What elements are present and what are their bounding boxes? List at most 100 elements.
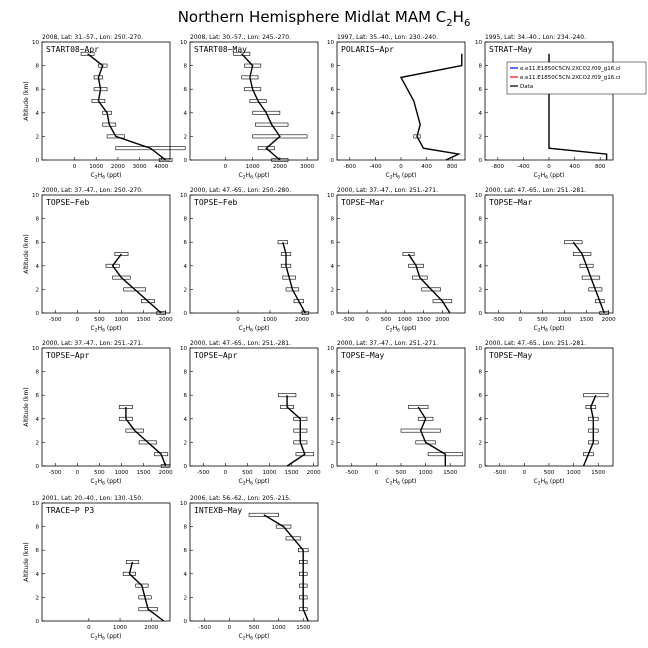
x-axis-label-part: H [541,325,546,332]
campaign-label: TRACE−P P3 [46,506,94,515]
x-tick-label: 3000 [133,164,147,170]
x-tick-label: 2000 [159,470,173,476]
error-box [80,51,95,56]
x-axis-label-part: 6 [250,636,253,642]
plot-frame [484,194,614,314]
plot-frame [189,194,319,314]
y-tick-label: 4 [184,111,188,117]
x-tick-label: 2000 [602,317,616,323]
panel: 2000, Lat: 47.-65., Lon: 251.-281. 0 2 4 6 8 1… [475,187,616,334]
error-box [115,146,186,151]
y-tick-label: 0 [479,158,483,164]
y-tick-label: 6 [36,87,40,93]
error-box [252,110,281,115]
y-tick-label: 4 [36,417,40,423]
x-tick-label: 1000 [557,317,571,323]
y-axis-label: Altitude (km) [23,387,30,426]
y-axis-label: Altitude (km) [23,81,30,120]
x-axis-label-part: H [541,478,546,485]
x-axis-label-part: 6 [250,481,253,487]
y-tick-label: 8 [36,64,40,70]
x-tick-label: 400 [569,164,580,170]
y-tick-label: 6 [479,240,483,246]
profile-line [111,253,162,314]
y-tick-label: 10 [327,193,334,199]
y-tick-label: 8 [36,525,40,531]
x-tick-label: 800 [447,164,458,170]
x-axis-label-part: 2 [390,328,393,334]
legend-label: e.e11.E1850C5CN.2XCO2.f09_g16.ci [520,66,621,72]
x-axis-label-part: C [533,478,537,485]
y-tick-label: 2 [184,595,188,601]
x-axis-label-part: (ppt) [105,478,122,485]
y-tick-label: 0 [36,311,40,317]
y-tick-label: 4 [479,264,483,270]
x-axis-label-part: C [238,325,242,332]
x-axis-label: C2H6 (ppt) [385,325,416,334]
panel: 2008, Lat: 30.-57., Lon: 245.-270. 0 2 4 6 8 1… [180,34,319,181]
x-axis-label-part: (ppt) [105,633,122,640]
x-axis-label: C2H6 (ppt) [90,633,121,642]
panel: 1995, Lat: 34.-40., Lon: 234.-240.024681… [475,34,647,181]
y-tick-label: 10 [32,501,39,507]
plot-frame [41,41,171,161]
y-tick-label: 8 [184,217,188,223]
x-axis-label-part: H [393,325,398,332]
x-tick-label: -800 [492,164,505,170]
y-tick-label: 8 [36,217,40,223]
y-axis-label: Altitude (km) [23,542,30,581]
x-axis-label-part: (ppt) [548,325,565,332]
profile-line [282,242,306,314]
x-tick-label: -500 [49,317,62,323]
error-box [248,512,279,517]
campaign-label: STRAT−May [489,45,533,54]
x-axis-label-part: C [90,633,94,640]
x-axis-label-part: H [393,478,398,485]
y-tick-label: 4 [184,264,188,270]
y-tick-label: 6 [36,393,40,399]
profile-line [263,514,309,622]
legend-label: e.e11.E1850C5CN.2XCO2.f09_g16.ci [520,75,621,81]
x-axis-label: C2H6 (ppt) [533,172,564,181]
error-box [112,275,131,280]
y-tick-label: 4 [331,417,335,423]
y-tick-label: 2 [36,134,40,140]
profile-line [87,53,167,161]
profile-line [128,561,165,622]
y-tick-label: 2 [331,287,335,293]
panel: 2000, Lat: 47.-65., Lon: 251.-281. 0 2 4 6 8 1… [180,340,321,487]
panel: 2001, Lat: 20.-40., Lon: 130.-150.024681… [23,495,171,642]
x-tick-label: 1500 [296,625,310,631]
y-tick-label: 4 [479,111,483,117]
x-axis-label-part: 6 [545,175,548,181]
y-tick-label: 0 [36,158,40,164]
x-axis-label-part: H [98,172,103,179]
x-axis-label-part: C [238,633,242,640]
x-tick-label: 0 [87,625,91,631]
x-axis-label-part: C [238,172,242,179]
x-tick-label: 800 [595,164,606,170]
x-tick-label: 0 [228,625,232,631]
x-axis-label: C2H6 (ppt) [90,325,121,334]
campaign-label: INTEXB−May [194,506,242,515]
x-tick-label: 1000 [262,470,276,476]
y-tick-label: 10 [475,40,482,46]
y-tick-label: 8 [184,525,188,531]
y-tick-label: 10 [475,193,482,199]
y-tick-label: 2 [331,134,335,140]
panel-subtitle: 2000, Lat: 47.-65., Lon: 251.-281. [190,340,291,347]
x-axis-label-part: H [246,325,251,332]
x-tick-label: 500 [381,317,392,323]
x-axis-label-part: 6 [250,328,253,334]
panel: 2000, Lat: 37.-47., Lon: 250.-270. 0 2 4 6 8 1… [23,187,173,334]
panel-subtitle: 2000, Lat: 37.-47., Lon: 251.-271. [42,340,143,347]
plot-frame [41,502,171,622]
plot-frame [41,194,171,314]
x-tick-label: 0 [547,164,551,170]
x-axis-label-part: 2 [243,175,246,181]
campaign-label: TOPSE−Apr [46,351,90,360]
y-tick-label: 8 [331,370,335,376]
y-tick-label: 8 [36,370,40,376]
x-axis-label-part: C [533,325,537,332]
y-tick-label: 6 [331,87,335,93]
